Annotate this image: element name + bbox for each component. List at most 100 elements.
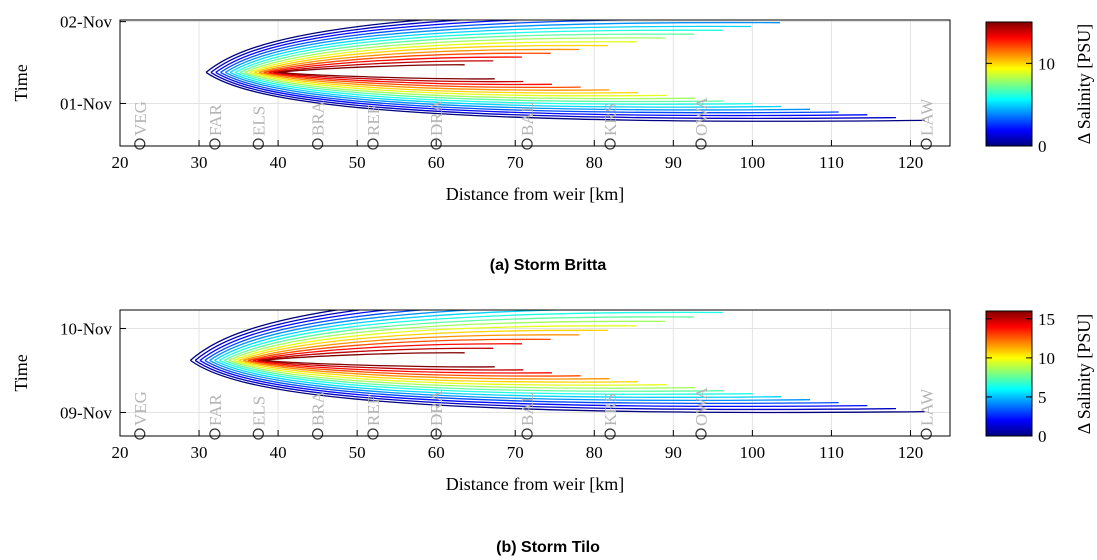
y-tick-labels: 01-Nov 02-Nov xyxy=(60,13,126,113)
station-marker xyxy=(252,428,264,440)
x-tick-labels: 20 30 40 50 60 70 80 90 100 110 120 xyxy=(112,140,924,172)
colorbar: 0 5 10 15 Δ Salinity [PSU] xyxy=(985,310,1094,446)
station-marker xyxy=(695,428,707,440)
contour-level xyxy=(218,311,753,395)
station-label: REF xyxy=(364,105,383,136)
colorbar-label: Δ Salinity [PSU] xyxy=(1074,314,1094,435)
station-label: OWA xyxy=(692,97,711,136)
contour-level xyxy=(229,25,782,108)
station-marker xyxy=(920,428,932,440)
colorbar-ticks: 0 10 xyxy=(986,54,1055,156)
contour-level xyxy=(228,320,696,389)
x-tick-label: 70 xyxy=(507,153,524,172)
x-tick-label: 100 xyxy=(740,153,766,172)
station-label: BAL xyxy=(518,102,537,136)
contour-level xyxy=(257,347,524,371)
contour-level xyxy=(220,20,839,114)
station-marker xyxy=(521,138,533,150)
contour-level xyxy=(253,44,639,94)
contour-level xyxy=(244,37,696,100)
station-label: VEG xyxy=(131,391,150,426)
contour-level xyxy=(204,310,839,404)
y-axis-label: Time xyxy=(11,354,31,391)
x-tick-label: 90 xyxy=(665,153,682,172)
y-tick-label: 10-Nov xyxy=(60,319,112,338)
colorbar: 0 10 Δ Salinity [PSU] xyxy=(985,21,1094,156)
colorbar-gradient xyxy=(985,21,1033,147)
station-label: DRA xyxy=(427,99,446,136)
colorbar-tick-label: 0 xyxy=(1038,427,1047,446)
contour-level xyxy=(243,334,610,380)
x-tick-label: 100 xyxy=(740,443,766,462)
x-axis-label: Distance from weir [km] xyxy=(446,184,624,204)
panel-tilo: VEG FAR ELS BRA REF DRA BAL KRS OWA LAW 20 30 40 50 6… xyxy=(11,309,1094,556)
station-marker xyxy=(134,138,146,150)
contour-level xyxy=(210,20,897,120)
contour-level xyxy=(238,329,639,383)
station-marker xyxy=(367,428,379,440)
contour-level xyxy=(215,20,868,117)
station-label: KRS xyxy=(601,103,620,136)
x-tick-label: 80 xyxy=(586,443,603,462)
station-marker xyxy=(312,138,324,150)
station-label: FAR xyxy=(206,104,225,136)
station-marker xyxy=(209,428,221,440)
x-tick-label: 50 xyxy=(349,443,366,462)
contour-level xyxy=(199,310,868,408)
plot-frame xyxy=(119,19,951,147)
station-label: KRS xyxy=(601,393,620,426)
contour-level xyxy=(209,310,811,402)
colorbar-tick-label: 0 xyxy=(1038,137,1047,156)
colorbar-ticks: 0 5 10 15 xyxy=(986,310,1055,446)
x-axis-label: Distance from weir [km] xyxy=(446,474,624,494)
station-label: REF xyxy=(364,395,383,426)
contour-level xyxy=(189,310,925,414)
colorbar-gradient xyxy=(985,310,1033,437)
contour-level xyxy=(263,52,581,88)
x-tick-label: 90 xyxy=(665,443,682,462)
station-marker xyxy=(920,138,932,150)
x-tick-label: 30 xyxy=(191,443,208,462)
x-tick-labels: 20 30 40 50 60 70 80 90 100 110 120 xyxy=(112,430,923,462)
x-tick-label: 60 xyxy=(428,443,445,462)
station-label: BRA xyxy=(309,100,328,136)
x-tick-label: 80 xyxy=(586,153,603,172)
y-tick-labels: 09-Nov 10-Nov xyxy=(60,319,126,422)
station-label: FAR xyxy=(206,394,225,426)
station-marker xyxy=(209,138,221,150)
contour-level xyxy=(223,316,725,392)
station-label: OWA xyxy=(692,387,711,426)
station-label: VEG xyxy=(131,101,150,136)
contour-level xyxy=(205,20,925,122)
plot-frame xyxy=(119,309,951,437)
contour-level xyxy=(258,48,610,91)
y-tick-label: 02-Nov xyxy=(60,13,112,32)
station-markers: VEG FAR ELS BRA REF DRA BAL KRS OWA LAW xyxy=(131,97,936,150)
contour-level xyxy=(268,56,553,86)
x-tick-label: 40 xyxy=(270,443,287,462)
colorbar-tick-label: 15 xyxy=(1038,310,1055,329)
colorbar-tick-label: 5 xyxy=(1038,388,1047,407)
y-axis-label: Time xyxy=(11,64,31,101)
x-tick-label: 40 xyxy=(270,153,287,172)
station-label: LAW xyxy=(917,388,936,426)
x-tick-label: 120 xyxy=(898,153,924,172)
plot-area xyxy=(120,20,950,146)
contour-lines xyxy=(189,310,925,414)
contour-level xyxy=(194,310,897,411)
x-tick-label: 20 xyxy=(112,443,129,462)
contour-level xyxy=(224,21,811,111)
x-tick-label: 110 xyxy=(819,153,844,172)
x-tick-label: 30 xyxy=(191,153,208,172)
contour-level xyxy=(249,41,667,97)
station-marker xyxy=(252,138,264,150)
caption: (a) Storm Britta xyxy=(490,257,607,274)
contour-level xyxy=(233,325,667,386)
station-label: LAW xyxy=(917,98,936,136)
station-marker xyxy=(521,428,533,440)
station-label: ELS xyxy=(249,106,268,136)
y-tick-label: 09-Nov xyxy=(60,403,112,422)
contour-level xyxy=(278,64,495,80)
station-marker xyxy=(604,428,616,440)
